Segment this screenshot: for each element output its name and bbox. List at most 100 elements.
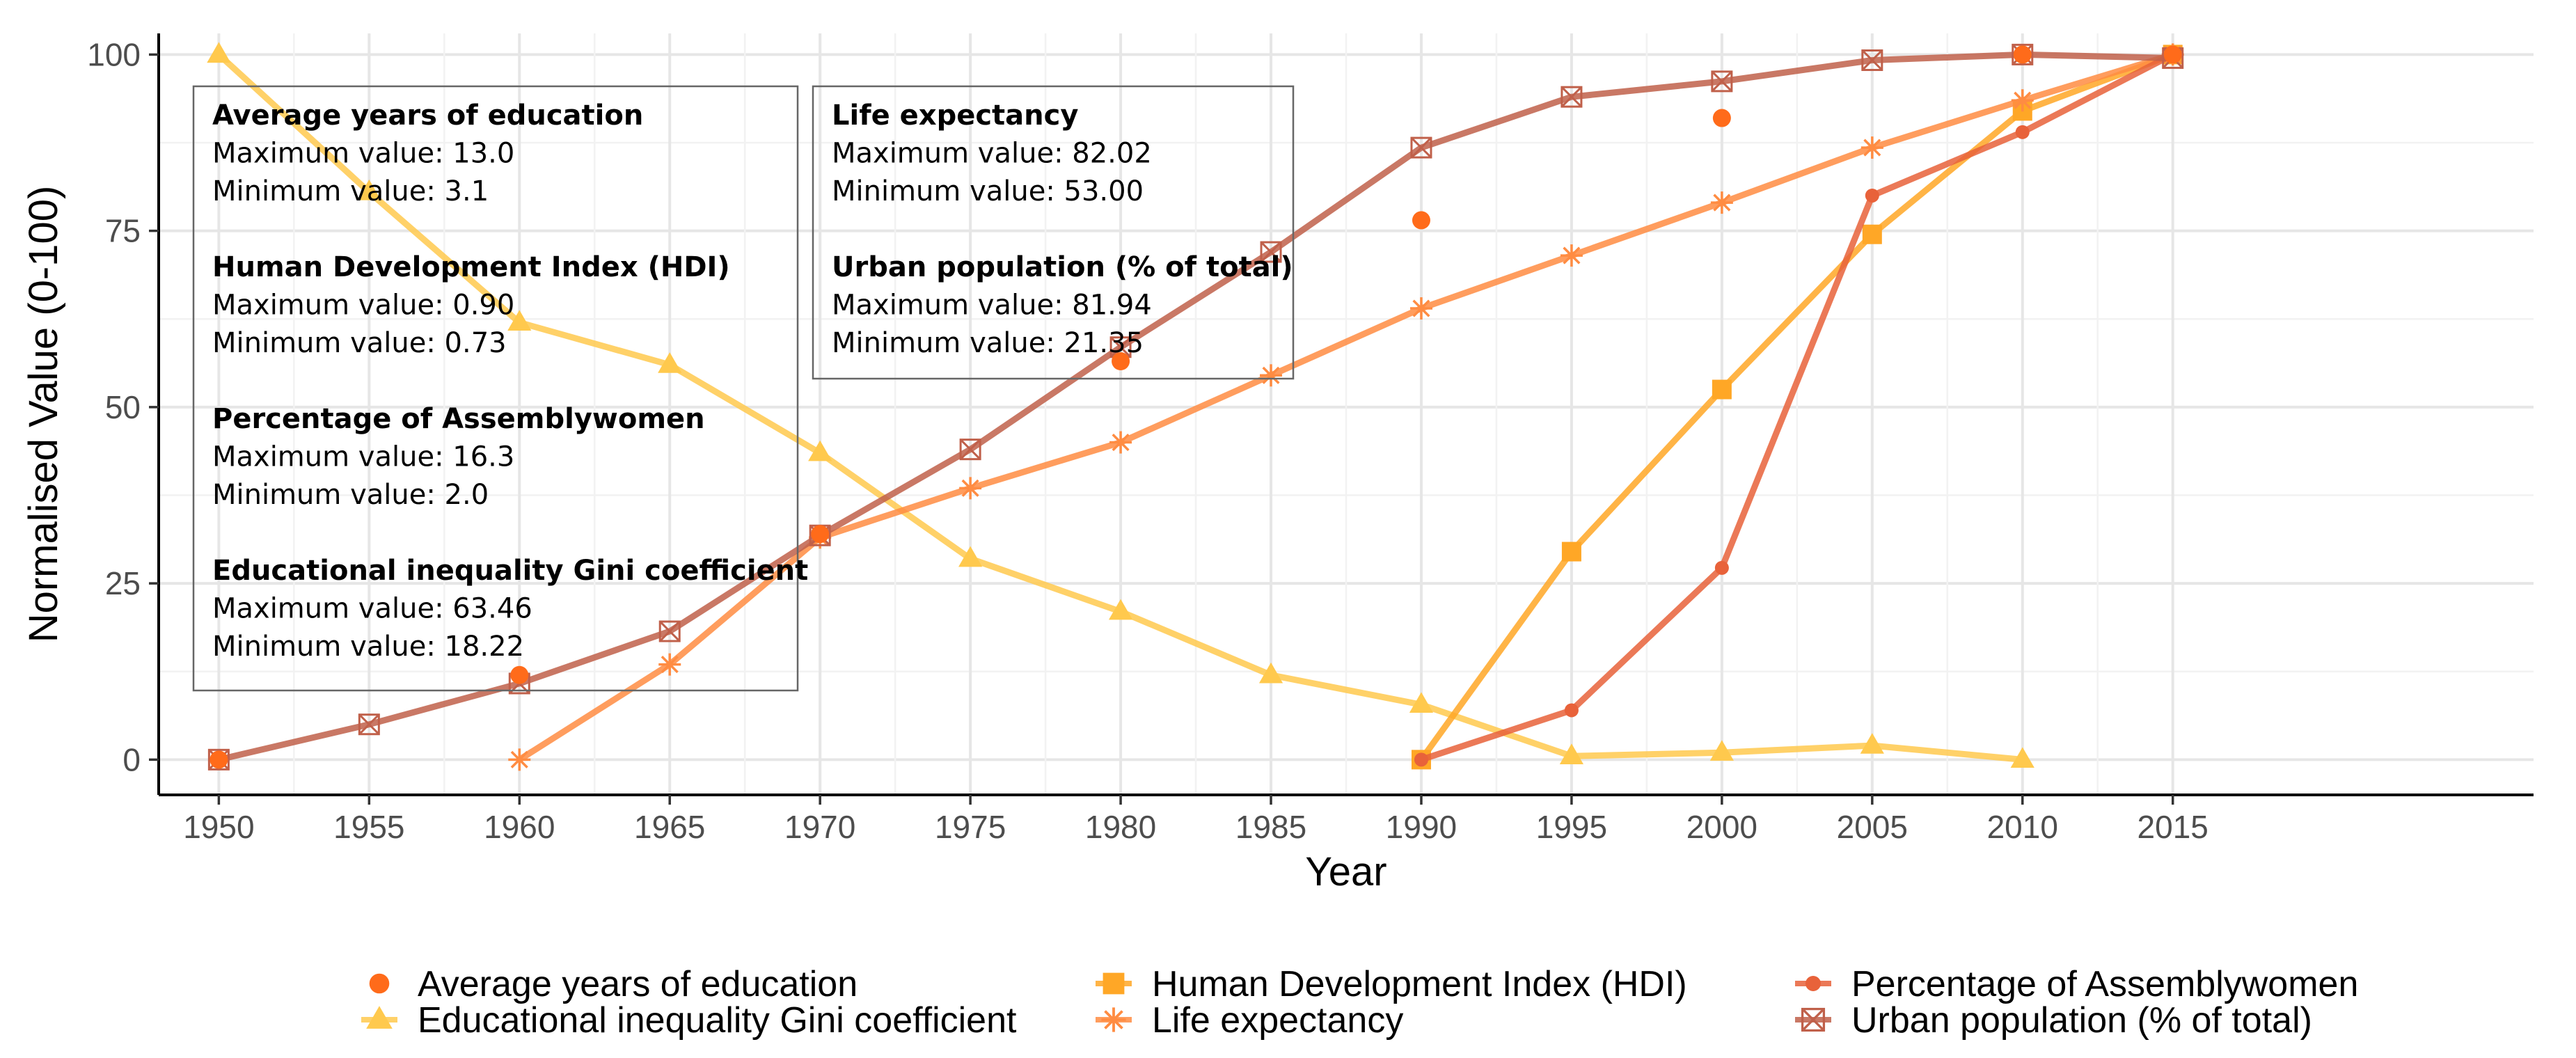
x-tick-label: 2015 [2138, 809, 2208, 845]
x-axis-title: Year [1305, 849, 1386, 894]
legend-item: Human Development Index (HDI) [1096, 964, 1687, 1004]
x-tick-label: 1955 [333, 809, 404, 845]
annotation-line: Minimum value: 0.73 [212, 327, 507, 359]
x-tick-label: 1995 [1536, 809, 1607, 845]
annotation-line: Maximum value: 13.0 [212, 138, 514, 170]
data-point [1709, 740, 1734, 761]
series-line [1418, 51, 2176, 763]
annotation-heading: Human Development Index (HDI) [212, 251, 730, 283]
data-point [1861, 49, 1883, 71]
x-tick-label: 1950 [183, 809, 254, 845]
series-line [215, 51, 2176, 763]
annotation-box-right: Life expectancy Maximum value: 82.02 Minim… [812, 85, 1295, 380]
x-tick-label: 1985 [1235, 809, 1306, 845]
y-tick-label: 100 [87, 36, 141, 72]
annotation-heading: Average years of education [212, 100, 643, 132]
data-point [2011, 89, 2034, 112]
legend-marker [1103, 972, 1125, 995]
annotation-line: Minimum value: 3.1 [212, 175, 489, 207]
data-point [1560, 244, 1583, 267]
data-point [1560, 86, 1583, 108]
data-point [1860, 733, 1884, 754]
data-point [508, 748, 531, 771]
data-point [1712, 379, 1732, 400]
data-point [1712, 109, 1731, 127]
legend-label: Percentage of Assemblywomen [1851, 964, 2358, 1004]
legend-label: Human Development Index (HDI) [1152, 964, 1687, 1004]
annotation-box-border [192, 85, 799, 692]
data-point [1414, 752, 1428, 767]
legend-item: Life expectancy [1096, 1000, 1403, 1041]
series-line [516, 51, 2176, 763]
data-point [1112, 352, 1130, 371]
y-tick-label: 25 [105, 565, 141, 601]
y-tick-label: 50 [105, 389, 141, 425]
data-point [2163, 45, 2182, 64]
annotation-line: Maximum value: 0.90 [212, 290, 514, 322]
data-point [1410, 136, 1432, 159]
data-point [1260, 364, 1283, 387]
data-point [358, 713, 380, 736]
x-tick-label: 1960 [484, 809, 555, 845]
x-tick-label: 1970 [784, 809, 855, 845]
data-point [2015, 125, 2030, 139]
annotation-line: Minimum value: 53.00 [832, 175, 1144, 207]
data-point [658, 653, 681, 676]
series-1 [207, 42, 2034, 768]
data-point [658, 352, 682, 373]
annotation-line: Maximum value: 63.46 [212, 593, 532, 625]
data-point [1409, 297, 1432, 320]
y-axis-title: Normalised Value (0-100) [21, 186, 66, 643]
legend-marker [1801, 1007, 1826, 1032]
x-tick-label: 2005 [1837, 809, 1908, 845]
y-tick-label: 75 [105, 213, 141, 249]
axes: 0 25 50 75 100 1950 1955 1960 1965 1970 1975 1980 19… [21, 33, 2534, 894]
data-point [2013, 45, 2032, 64]
x-tick-label: 1965 [634, 809, 705, 845]
grid [159, 33, 2534, 795]
annotation-line: Minimum value: 21.35 [832, 327, 1144, 359]
x-tick-label: 1990 [1386, 809, 1457, 845]
data-point [1409, 692, 1434, 713]
annotation-line: Maximum value: 16.3 [212, 441, 514, 473]
data-point [808, 440, 832, 461]
data-point [1865, 188, 1879, 203]
annotation-heading: Educational inequality Gini coefficient [212, 555, 808, 587]
data-point [2010, 747, 2034, 768]
legend: Average years of education Human Developm… [361, 964, 2358, 1041]
data-point [210, 750, 228, 769]
data-point [1860, 136, 1883, 159]
legend-item: Percentage of Assemblywomen [1795, 964, 2358, 1004]
data-point [1108, 599, 1133, 620]
series-layer [207, 42, 2184, 771]
data-point [1109, 431, 1132, 454]
legend-marker [1101, 1007, 1126, 1032]
x-tick-label: 1975 [935, 809, 1006, 845]
data-point [811, 525, 830, 544]
annotation-boxes: Average years of education Maximum value:… [192, 85, 1295, 692]
data-point [1260, 241, 1282, 263]
data-point [1412, 211, 1430, 230]
annotation-line: Maximum value: 81.94 [832, 290, 1152, 322]
legend-item: Urban population (% of total) [1795, 1000, 2312, 1041]
annotation-line: Minimum value: 18.22 [212, 631, 524, 663]
x-tick-label: 2010 [1987, 809, 2058, 845]
series-0 [210, 45, 2182, 769]
data-point [958, 546, 983, 567]
legend-label: Urban population (% of total) [1851, 1000, 2312, 1041]
data-point [1258, 662, 1283, 684]
series-4 [1414, 47, 2180, 767]
data-point [1564, 703, 1579, 718]
series-line [1418, 51, 2176, 763]
annotation-heading: Percentage of Assemblywomen [212, 403, 705, 435]
legend-label: Educational inequality Gini coefficient [418, 1000, 1017, 1041]
data-point [507, 310, 532, 331]
data-point [959, 439, 981, 461]
legend-label: Average years of education [418, 964, 858, 1004]
data-point [658, 620, 681, 642]
y-tick-label: 0 [123, 741, 141, 777]
data-point [1714, 560, 1729, 575]
annotation-line: Minimum value: 2.0 [212, 479, 489, 511]
data-point [207, 42, 231, 63]
